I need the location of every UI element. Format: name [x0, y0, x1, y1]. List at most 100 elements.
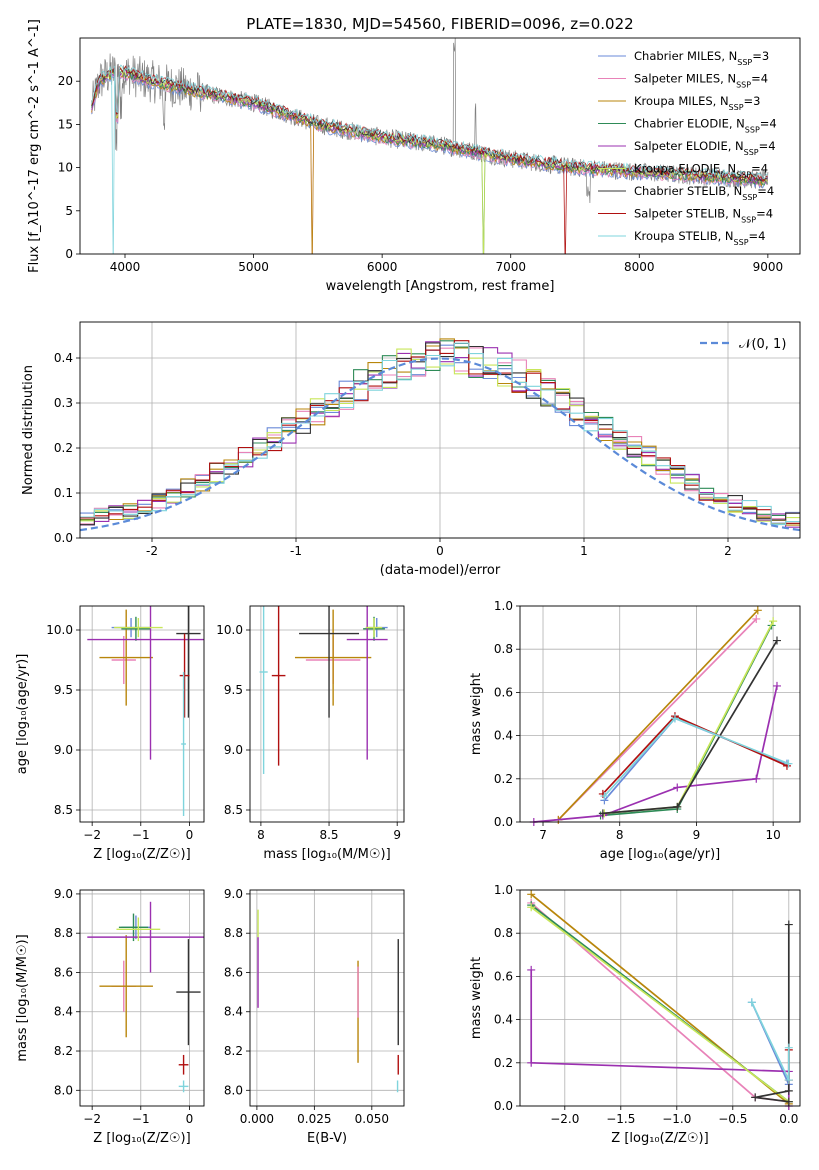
y-tick-label: 9.0 — [224, 743, 243, 757]
normal-legend-label: 𝒩(0, 1) — [739, 337, 786, 352]
model-spectrum — [91, 64, 768, 254]
figure-title: PLATE=1830, MJD=54560, FIBERID=0096, z=0… — [246, 15, 633, 33]
model-spectrum — [91, 65, 768, 254]
plot-frame — [519, 605, 801, 823]
weight-point — [769, 617, 778, 626]
x-tick-label: 7 — [539, 828, 547, 842]
spectrum-lines — [91, 38, 769, 254]
weight-point — [527, 1058, 536, 1067]
y-tick-label: 8.0 — [54, 1083, 73, 1097]
x-tick-label: 4000 — [110, 260, 141, 274]
y-tick-label: 8.8 — [54, 926, 73, 940]
chart-mass-vs-z: −2 −1 0 8.0 8.2 8.4 8.6 8.8 9.0 Z [log₁₀(Z/Z☉)] ma… — [15, 887, 205, 1146]
chart-residuals: -2 -1 0 1 2 0.0 0.1 0.2 0.3 0.4 (data-model)/error… — [21, 321, 801, 578]
y-tick-label: 8.2 — [224, 1044, 243, 1058]
y-tick-label: 20 — [58, 74, 73, 88]
residual-histogram — [80, 342, 800, 526]
panels: 4000 5000 6000 7000 8000 900005101520waveleng… — [15, 19, 801, 1146]
x-tick-label: −1.5 — [606, 1112, 635, 1126]
x-tick-label: 9 — [693, 828, 701, 842]
x-tick-label: −1.0 — [662, 1112, 691, 1126]
y-tick-label: 10.0 — [46, 623, 73, 637]
weight-series — [530, 969, 790, 1106]
weight-point — [784, 759, 793, 768]
chart-weight-vs-z: −2.0 −1.5 −1.0 −0.5 0.0 0.0 0.2 0.4 0.6 0.8 1.0 Z [… — [469, 883, 801, 1146]
weight-point — [784, 1076, 793, 1085]
x-tick-label: 0 — [186, 828, 194, 842]
chart-age-vs-z: −2 −1 0 8.5 9.0 9.5 10.0 Z [log₁₀(Z/Z☉)] age [lo… — [15, 605, 205, 862]
weight-series — [530, 906, 790, 1103]
residual-histogram — [80, 340, 800, 526]
plot-frame — [249, 605, 405, 823]
plot-frame — [79, 605, 205, 823]
y-tick-label: 9.5 — [224, 683, 243, 697]
x-tick-label: 0.025 — [297, 1112, 331, 1126]
x-tick-label: 0.0 — [779, 1112, 798, 1126]
weight-point — [752, 614, 761, 623]
y-tick-label: 9.5 — [54, 683, 73, 697]
weight-series — [603, 717, 788, 801]
legend-entry: Salpeter ELODIE, NSSP=4 — [634, 139, 776, 157]
y-tick-label: 0.0 — [54, 531, 73, 545]
plot-frame — [79, 37, 801, 255]
x-tick-label: −1 — [132, 828, 150, 842]
x-tick-label: 8000 — [624, 260, 655, 274]
x-tick-label: 5000 — [238, 260, 269, 274]
errorbars — [259, 606, 388, 774]
weight-point — [673, 802, 682, 811]
weight-point — [784, 1086, 793, 1095]
x-tick-label: −2.0 — [550, 1112, 579, 1126]
errorbars — [257, 909, 399, 1093]
weight-point — [598, 809, 607, 818]
x-tick-label: -1 — [290, 544, 302, 558]
x-tick-label: 2 — [724, 544, 732, 558]
y-tick-label: 1.0 — [494, 599, 513, 613]
y-tick-label: 8.4 — [54, 1005, 73, 1019]
legend-entry: Chabrier STELIB, NSSP=4 — [634, 184, 774, 202]
weight-lines — [527, 890, 793, 1110]
x-tick-label: 0 — [186, 1112, 194, 1126]
x-tick-label: 6000 — [367, 260, 398, 274]
weight-point — [670, 714, 679, 723]
x-tick-label: 0.050 — [355, 1112, 389, 1126]
weight-series — [557, 609, 759, 821]
weight-point — [772, 636, 781, 645]
x-axis-label: Z [log₁₀(Z/Z☉)] — [93, 1131, 190, 1146]
y-tick-label: 0.1 — [54, 486, 73, 500]
y-tick-label: 0.2 — [54, 441, 73, 455]
y-axis-label: age [log₁₀(age/yr)] — [15, 654, 30, 775]
weight-point — [600, 792, 609, 801]
weight-point — [784, 1043, 793, 1052]
weight-point — [747, 998, 756, 1007]
weight-point — [527, 903, 536, 912]
weight-point — [784, 1097, 793, 1106]
y-tick-label: 0.8 — [494, 926, 513, 940]
y-axis-label: mass weight — [469, 673, 484, 755]
plot-frame — [519, 889, 801, 1107]
x-tick-label: 1 — [580, 544, 588, 558]
weight-series — [602, 715, 788, 795]
plot-frame — [249, 889, 405, 1107]
x-tick-label: 10 — [766, 828, 781, 842]
y-tick-label: 8.6 — [224, 965, 243, 979]
legend-entry: Kroupa MILES, NSSP=3 — [634, 94, 760, 112]
y-tick-label: 0.0 — [494, 815, 513, 829]
y-tick-label: 8.8 — [224, 926, 243, 940]
x-tick-label: −2 — [83, 828, 101, 842]
x-axis-label: age [log₁₀(age/yr)] — [600, 847, 721, 862]
chart-spectrum: 4000 5000 6000 7000 8000 9000 0 5 10 15 20 waveleng… — [27, 19, 801, 294]
x-tick-label: 7000 — [495, 260, 526, 274]
y-tick-label: 9.0 — [224, 887, 243, 901]
y-tick-label: 8.5 — [54, 803, 73, 817]
weight-series — [755, 924, 790, 1103]
weight-point — [527, 890, 536, 899]
y-tick-label: 0.2 — [494, 1056, 513, 1070]
y-tick-label: 9.0 — [54, 887, 73, 901]
y-tick-label: 8.6 — [54, 965, 73, 979]
x-tick-label: −0.5 — [718, 1112, 747, 1126]
y-tick-label: 8.4 — [224, 1005, 243, 1019]
weight-point — [784, 920, 793, 929]
y-tick-label: 0.0 — [494, 1099, 513, 1113]
chart-weight-vs-age: 7 8 9 10 0.0 0.2 0.4 0.6 0.8 1.0 age [log₁₀(age/yr… — [469, 599, 801, 862]
y-tick-label: 0.6 — [494, 685, 513, 699]
